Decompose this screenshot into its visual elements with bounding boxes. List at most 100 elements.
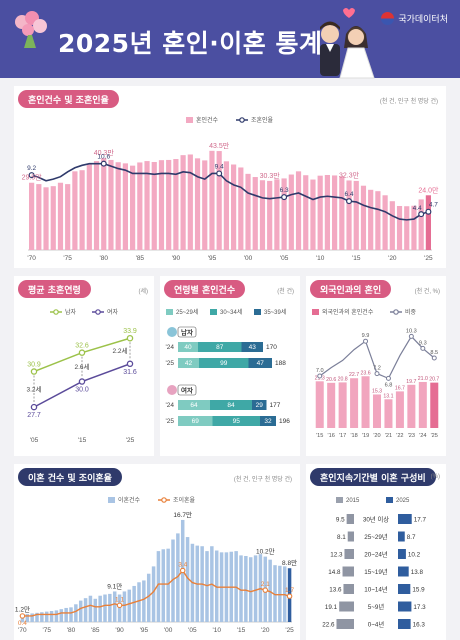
duration-value-2015: 14.8 (328, 569, 341, 576)
marriage-panel: 혼인건수 및 조혼인율 (천 건, 인구 천 명당 건) 혼인건수 조혼인율 29.… (14, 86, 446, 268)
divorce-legend-rate-marker (161, 497, 167, 503)
age-unit: (세) (138, 289, 148, 295)
foreign-bar (372, 394, 382, 428)
foreign-x-tick: '25 (431, 433, 438, 439)
marriage-rate-label: 4.4 (413, 205, 422, 212)
divorce-x-tick: '10 (212, 627, 221, 634)
divorce-rate-line (22, 569, 290, 617)
marriage-bar (339, 176, 345, 250)
divorce-bar (74, 604, 78, 622)
duration-row-label: 25~29년 (364, 532, 388, 541)
divorce-x-tick: '85 (91, 627, 100, 634)
foreign-x-tick: '17 (339, 433, 346, 439)
duration-unit: (%) (430, 474, 440, 480)
age-gap-label: 3.2세 (26, 384, 41, 393)
duration-value-2015: 8.1 (337, 534, 346, 541)
marriage-count-label: 30.3만 (260, 171, 281, 180)
ageband-panel: 연령별 혼인건수 (천 건) 25~29세 30~34세 35~39세 남자 '24 40… (160, 276, 300, 456)
heart-icon (343, 8, 355, 18)
marriage-bar (389, 201, 395, 250)
divorce-bar (171, 539, 175, 622)
marriage-bar (396, 205, 403, 250)
duration-value-2025: 16.3 (413, 621, 426, 628)
age-value-label: 33.9 (123, 328, 137, 335)
age-legend-female-marker (95, 309, 101, 315)
duration-legend-2015-swatch (336, 497, 343, 503)
marriage-bar (310, 179, 316, 250)
duration-value-2025: 10.2 (408, 551, 421, 558)
marriage-bar (274, 179, 280, 250)
marriage-legend-rate-label: 조혼인율 (251, 116, 274, 124)
ageband-segment (178, 416, 213, 426)
marriage-bar (288, 174, 294, 250)
divorce-x-tick: '00 (164, 627, 173, 634)
divorce-bar (25, 614, 30, 622)
duration-value-2025: 13.8 (411, 569, 424, 576)
ageband-value: 47 (257, 360, 265, 367)
duration-row-label: 5~9년 (368, 602, 385, 611)
marriage-bar (303, 175, 309, 250)
foreign-bar (327, 382, 336, 428)
foreign-x-tick: '21 (385, 433, 392, 439)
foreign-bar (384, 399, 393, 428)
bouquet-icon (15, 11, 47, 48)
duration-bar-2015 (344, 549, 354, 559)
duration-row-label: 30년 이상 (363, 514, 389, 523)
marriage-count-label: 43.5만 (209, 141, 230, 150)
divorce-rate-label: 1.1 (115, 596, 124, 603)
divorce-rate-point (179, 567, 186, 574)
ageband-segment (199, 358, 249, 368)
marriage-bar (72, 171, 78, 250)
marriage-bar (267, 180, 273, 250)
divorce-bar (151, 566, 156, 622)
ageband-segment (212, 416, 260, 426)
ageband-legend-label: 30~34세 (220, 308, 242, 316)
marriage-bar (216, 151, 222, 250)
marriage-rate-point (425, 208, 432, 215)
ageband-group-label: 남자 (181, 328, 193, 337)
marriage-rate-label: 9.4 (215, 163, 224, 170)
age-value-label: 30.9 (27, 362, 41, 369)
divorce-bar (273, 565, 277, 622)
divorce-count-label: 16.7만 (173, 510, 192, 519)
divorce-bar (49, 611, 54, 622)
foreign-x-tick: '19 (362, 433, 369, 439)
ageband-segment (178, 342, 198, 352)
divorce-rate-label: 0.4 (18, 620, 27, 627)
foreign-share-point (374, 371, 380, 377)
foreign-count-label: 15.3 (372, 388, 382, 394)
marriage-x-tick: '85 (136, 255, 145, 262)
couple-icon (320, 21, 375, 79)
marriage-bar (36, 184, 42, 250)
divorce-bar (69, 607, 73, 622)
divorce-x-tick: '70 (18, 627, 27, 634)
ageband-unit: (천 건) (277, 289, 294, 295)
foreign-x-tick: '15 (316, 433, 323, 439)
marriage-bar (29, 182, 35, 250)
divorce-bar (268, 559, 272, 622)
divorce-bar (278, 565, 282, 622)
divorce-bar (93, 598, 98, 622)
divorce-bar (239, 555, 243, 622)
divorce-legend-rate-label: 조이혼율 (173, 496, 196, 504)
foreign-share-point (385, 375, 391, 381)
foreign-chart: 외국인과의 혼인건수비중21.3'1520.6'1620.8'1722.7'18… (312, 308, 439, 439)
ageband-value: 32 (264, 418, 272, 425)
foreign-share-point (363, 338, 369, 344)
marriage-bar (137, 162, 143, 250)
foreign-share-label: 9.9 (362, 333, 370, 339)
divorce-bar (35, 612, 39, 622)
ageband-value: 43 (249, 344, 257, 351)
marriage-x-tick: '80 (100, 255, 109, 262)
marriage-bar (57, 182, 64, 250)
divorce-bar (103, 594, 107, 622)
foreign-bar (338, 382, 347, 428)
marriage-bar (295, 171, 302, 250)
age-point (78, 349, 86, 356)
age-value-label: 31.6 (123, 369, 137, 376)
duration-legend-2015-label: 2015 (346, 498, 360, 504)
divorce-bar (40, 612, 44, 622)
divorce-x-tick: '05 (188, 627, 197, 634)
divorce-count-label: 9.1만 (107, 581, 122, 590)
